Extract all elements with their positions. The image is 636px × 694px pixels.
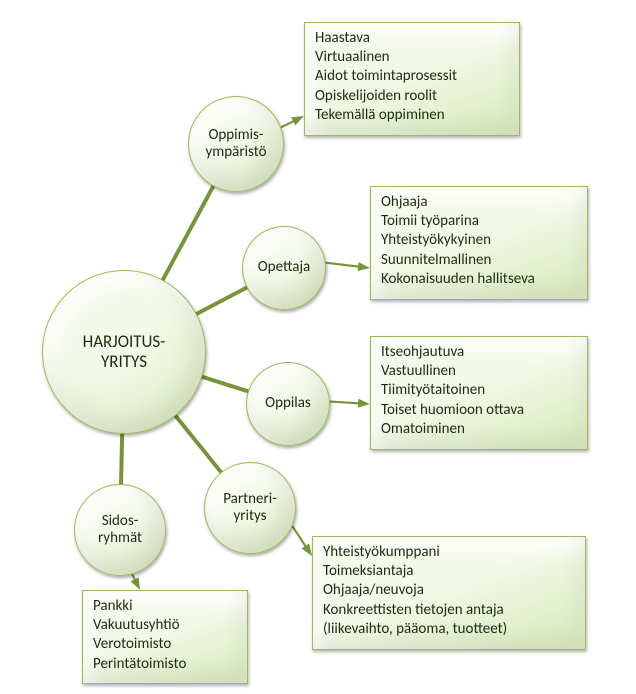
detail-item: Opiskelijoiden roolit xyxy=(315,87,509,106)
detail-box-oppimisymparisto: HaastavaVirtuaalinenAidot toimintaproses… xyxy=(304,22,520,136)
detail-item: Vakuutusyhtiö xyxy=(93,616,237,635)
detail-item: Pankki xyxy=(93,597,237,616)
connector-line xyxy=(163,186,213,280)
node-label-line: HARJOITUS- xyxy=(83,332,166,352)
detail-item: Aidot toimintaprosessit xyxy=(315,67,509,86)
connector-line xyxy=(202,377,248,392)
center-node: HARJOITUS-YRITYS xyxy=(42,270,206,434)
child-node-oppilas: Oppilas xyxy=(246,362,330,446)
detail-item: Toiset huomioon ottava xyxy=(381,401,577,420)
detail-item: Toimeksiantaja xyxy=(323,562,575,581)
detail-item: Tekemällä oppiminen xyxy=(315,106,509,125)
detail-item: Perintätoimisto xyxy=(93,655,237,674)
arrow xyxy=(281,116,304,127)
diagram-stage: { "canvas": { "width": 636, "height": 69… xyxy=(0,0,636,694)
node-label-line: Sidos- xyxy=(102,513,139,530)
node-label-line: yritys xyxy=(233,508,266,525)
detail-item: Yhteistyökumppani xyxy=(323,543,575,562)
child-node-oppimisymparisto: Oppimis-ympäristö xyxy=(188,96,284,192)
node-label-line: ympäristö xyxy=(206,144,267,161)
arrow xyxy=(330,399,370,408)
detail-item: Suunnitelmallinen xyxy=(381,251,577,270)
detail-item: Yhteistyökykyinen xyxy=(381,231,577,250)
node-label-line: Oppilas xyxy=(265,395,311,412)
detail-item: Konkreettisten tietojen antaja xyxy=(323,601,575,620)
detail-box-sidosryhmat: PankkiVakuutusyhtiöVerotoimistoPerintäto… xyxy=(82,590,248,684)
child-node-sidosryhmat: Sidos-ryhmät xyxy=(74,484,166,576)
connector-line xyxy=(176,416,222,472)
detail-item: Virtuaalinen xyxy=(315,48,509,67)
detail-item: Vastuullinen xyxy=(381,362,577,381)
detail-box-oppilas: ItseohjautuvaVastuullinenTiimityötaitoin… xyxy=(370,336,588,450)
arrow xyxy=(292,526,312,556)
node-label-line: YRITYS xyxy=(101,352,147,372)
node-label-line: Opettaja xyxy=(258,259,311,276)
connector-line xyxy=(197,288,247,314)
detail-item: Toimii työparina xyxy=(381,212,577,231)
detail-item: Tiimityötaitoinen xyxy=(381,381,577,400)
child-node-opettaja: Opettaja xyxy=(242,226,326,310)
arrow xyxy=(326,262,370,271)
detail-item: Kokonaisuuden hallitseva xyxy=(381,270,577,289)
connector-line xyxy=(121,434,122,484)
detail-item: (liikevaihto, pääoma, tuotteet) xyxy=(323,620,575,639)
detail-item: Ohjaaja xyxy=(381,193,577,212)
detail-item: Itseohjautuva xyxy=(381,343,577,362)
detail-item: Ohjaaja/neuvoja xyxy=(323,581,575,600)
child-node-partneriyritys: Partneri-yritys xyxy=(204,462,296,554)
detail-item: Verotoimisto xyxy=(93,635,237,654)
detail-item: Omatoiminen xyxy=(381,420,577,439)
arrow xyxy=(131,574,140,590)
node-label-line: Oppimis- xyxy=(208,127,263,144)
node-label-line: Partneri- xyxy=(223,491,276,508)
node-label-line: ryhmät xyxy=(98,530,142,547)
detail-box-partneriyritys: YhteistyökumppaniToimeksiantajaOhjaaja/n… xyxy=(312,536,586,650)
detail-item: Haastava xyxy=(315,29,509,48)
detail-box-opettaja: OhjaajaToimii työparinaYhteistyökykyinen… xyxy=(370,186,588,300)
